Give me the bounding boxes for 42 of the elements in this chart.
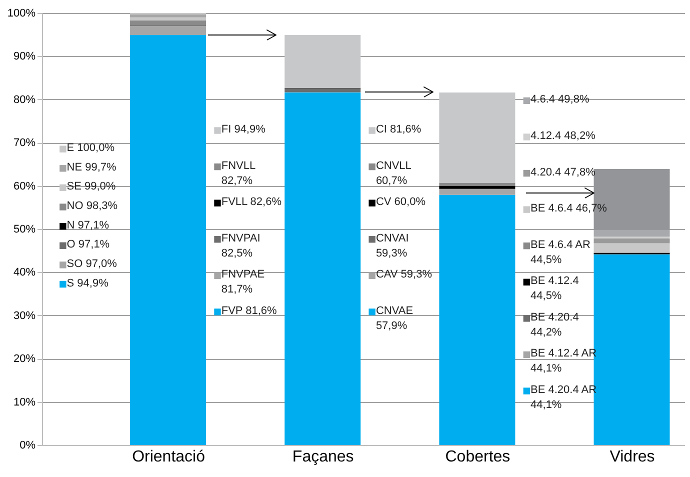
y-tick-label: 60%	[13, 180, 36, 192]
x-tick-label: Cobertes	[445, 448, 510, 466]
y-tick-label: 80%	[13, 94, 36, 106]
legend-label: O 97,1%	[66, 238, 110, 251]
x-tick-label: Orientació	[132, 448, 206, 466]
legend-label: 4.20.4 47,8%	[530, 166, 596, 178]
legend-label: S 94,9%	[66, 277, 109, 290]
y-tick-label: 0%	[20, 440, 36, 452]
y-tick-label: 30%	[13, 310, 36, 322]
legend-label: CNVAE 57,9%	[376, 304, 414, 332]
legend-label: CI 81,6%	[376, 124, 422, 136]
legend-label: E 100,0%	[66, 142, 115, 154]
legend-label: NE 99,7%	[66, 161, 117, 174]
legend-label: FVLL 82,6%	[221, 196, 282, 208]
legend-label: CNVLL 60,7%	[376, 160, 412, 187]
y-tick-label: 10%	[13, 396, 36, 408]
y-tick-label: 100%	[7, 8, 36, 20]
legend-label: 4.6.4 49,8%	[530, 94, 590, 106]
y-tick-label: 20%	[13, 353, 36, 366]
legend-label: N 97,1%	[66, 219, 110, 232]
legend-label: NO 98,3%	[66, 200, 118, 212]
y-tick-label: 90%	[13, 50, 36, 63]
legend-label: FI 94,9%	[221, 124, 266, 136]
legend-label: 4.12.4 48,2%	[530, 130, 596, 142]
legend-label: CV 60,0%	[376, 196, 426, 208]
y-tick-label: 40%	[13, 266, 36, 279]
legend-label: FNVPAI 82,5%	[221, 232, 260, 260]
legend-label: FNVLL 82,7%	[221, 160, 256, 187]
y-tick-label: 50%	[13, 224, 36, 236]
legend-label: SO 97,0%	[66, 258, 118, 270]
y-tick-label: 70%	[13, 137, 36, 150]
x-tick-label: Façanes	[292, 448, 354, 466]
legend-label: SE 99,0%	[66, 180, 116, 193]
legend-label: FVP 81,6%	[221, 304, 278, 317]
legend-label: BE 4.6.4 AR 44,5%	[530, 238, 591, 266]
legend-label: BE 4.6.4 46,7%	[530, 202, 608, 215]
legend-label: CAV 59,3%	[376, 268, 432, 281]
legend-label: CNVAI 59,3%	[376, 232, 409, 260]
legend-label: BE 4.20.4 44,2%	[530, 311, 579, 338]
legend-label: BE 4.12.4 44,5%	[530, 275, 579, 302]
x-tick-label: Vidres	[610, 448, 655, 466]
legend-label: FNVPAE 81,7%	[221, 268, 265, 296]
